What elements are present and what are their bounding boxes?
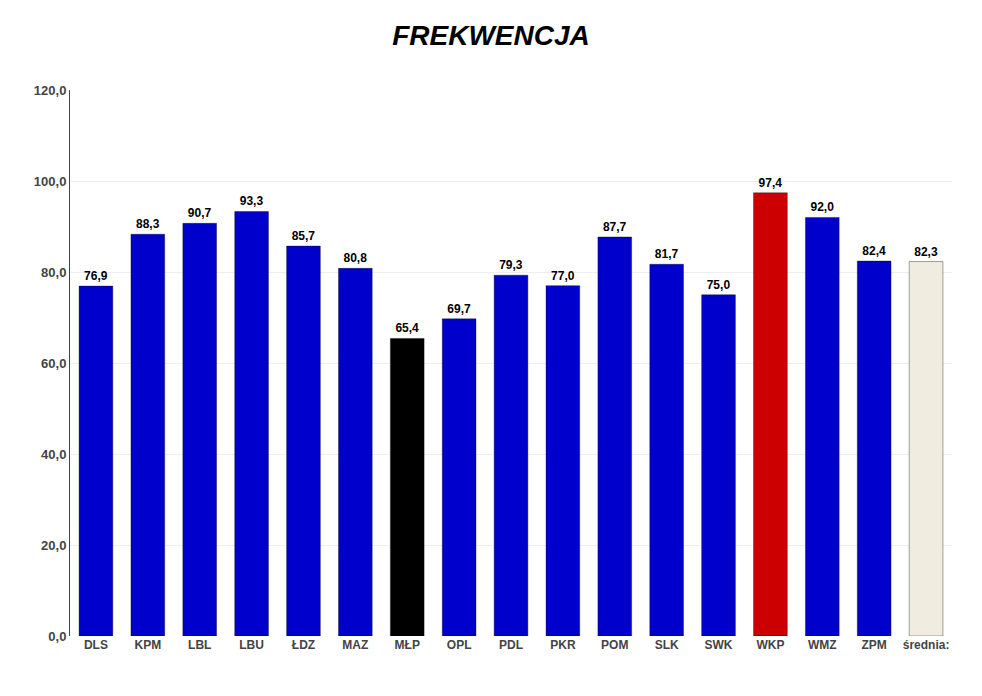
svg-text:WKP: WKP <box>756 638 784 652</box>
svg-text:120,0: 120,0 <box>34 83 67 98</box>
svg-text:82,3: 82,3 <box>914 245 938 259</box>
svg-text:KPM: KPM <box>134 638 161 652</box>
svg-text:65,4: 65,4 <box>395 321 419 335</box>
svg-text:MŁP: MŁP <box>395 638 420 652</box>
svg-text:MAZ: MAZ <box>342 638 368 652</box>
svg-text:69,7: 69,7 <box>447 302 471 316</box>
svg-text:LBU: LBU <box>239 638 264 652</box>
svg-text:20,0: 20,0 <box>41 538 66 553</box>
svg-text:85,7: 85,7 <box>292 229 316 243</box>
svg-text:92,0: 92,0 <box>810 200 834 214</box>
svg-text:87,7: 87,7 <box>603 220 627 234</box>
svg-text:76,9: 76,9 <box>84 269 108 283</box>
svg-text:75,0: 75,0 <box>707 278 731 292</box>
svg-text:średnia:: średnia: <box>903 638 950 652</box>
svg-text:FREKWENCJA: FREKWENCJA <box>392 20 590 51</box>
svg-text:80,8: 80,8 <box>344 251 368 265</box>
svg-text:POM: POM <box>601 638 628 652</box>
svg-text:93,3: 93,3 <box>240 194 264 208</box>
svg-text:82,4: 82,4 <box>862 244 886 258</box>
svg-text:60,0: 60,0 <box>41 356 66 371</box>
svg-text:0,0: 0,0 <box>48 629 66 644</box>
svg-text:OPL: OPL <box>447 638 472 652</box>
svg-text:97,4: 97,4 <box>759 176 783 190</box>
svg-text:SWK: SWK <box>705 638 733 652</box>
svg-text:ZPM: ZPM <box>862 638 887 652</box>
svg-text:77,0: 77,0 <box>551 269 575 283</box>
svg-text:79,3: 79,3 <box>499 258 523 272</box>
svg-text:DLS: DLS <box>84 638 108 652</box>
svg-text:WMZ: WMZ <box>808 638 837 652</box>
svg-text:100,0: 100,0 <box>34 174 67 189</box>
svg-text:ŁDZ: ŁDZ <box>292 638 315 652</box>
svg-text:SLK: SLK <box>655 638 679 652</box>
svg-text:PDL: PDL <box>499 638 523 652</box>
svg-text:81,7: 81,7 <box>655 247 679 261</box>
svg-text:LBL: LBL <box>188 638 211 652</box>
svg-text:40,0: 40,0 <box>41 447 66 462</box>
svg-text:80,0: 80,0 <box>41 265 66 280</box>
svg-text:90,7: 90,7 <box>188 206 212 220</box>
svg-text:88,3: 88,3 <box>136 217 160 231</box>
svg-text:PKR: PKR <box>550 638 576 652</box>
